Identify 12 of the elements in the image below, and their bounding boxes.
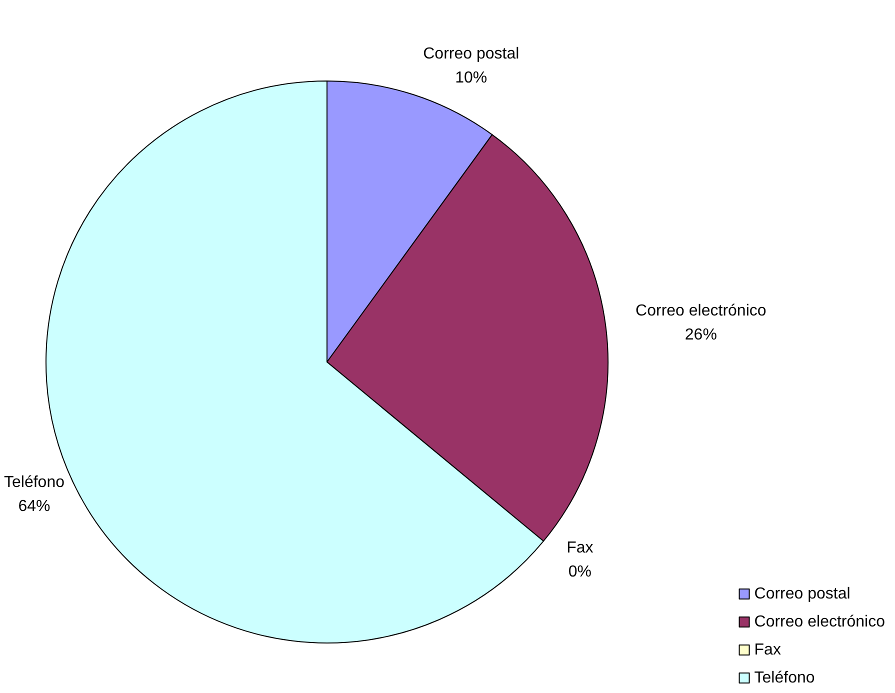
legend-label: Correo postal [754, 586, 850, 602]
slice-label: Teléfono [4, 474, 65, 491]
legend-label: Teléfono [754, 670, 815, 686]
data-label: 64% [18, 498, 50, 515]
legend-label: Correo electrónico [754, 614, 886, 630]
category-label: Fax [566, 540, 594, 557]
legend-label: Fax [754, 642, 781, 658]
slice-label: Correo postal [423, 46, 520, 63]
text: 0% [568, 564, 592, 581]
data-label: 26% [684, 326, 717, 344]
data-label: 10% [455, 70, 488, 87]
slice-label: Correo electrónico [636, 302, 766, 320]
